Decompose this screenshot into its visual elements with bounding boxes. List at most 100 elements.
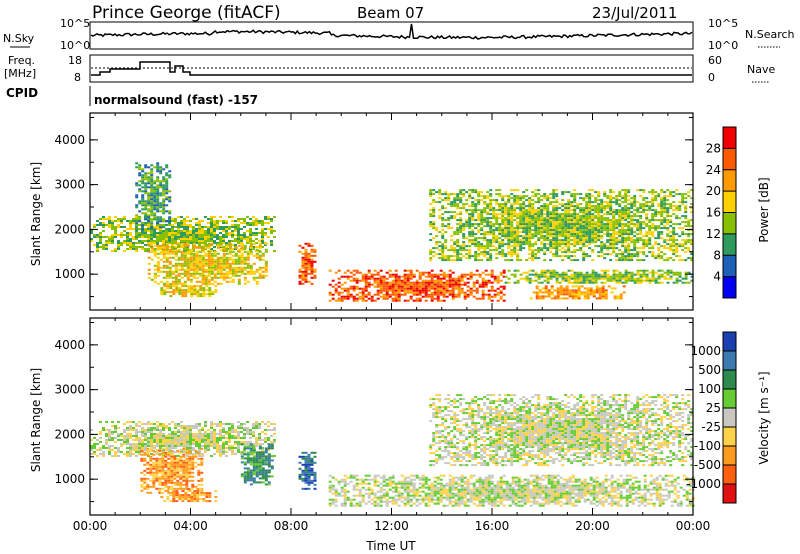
power-cell (574, 291, 578, 294)
power-cell (594, 281, 598, 284)
power-cell (144, 224, 147, 226)
power-cell (150, 180, 154, 183)
power-cell (228, 262, 232, 265)
power-cell (451, 295, 455, 298)
power-cell (168, 196, 172, 199)
power-cell (483, 247, 487, 250)
power-cell (169, 291, 173, 294)
power-cell (147, 228, 150, 230)
power-cell (424, 299, 428, 302)
power-cell (162, 204, 166, 207)
power-cell (481, 277, 485, 280)
power-cell (621, 251, 625, 254)
power-cell (627, 253, 631, 256)
power-cell (144, 188, 148, 191)
power-cell (243, 262, 247, 265)
power-cell (462, 235, 466, 238)
power-cell (561, 251, 565, 254)
power-cell (636, 277, 640, 280)
power-cell (240, 242, 244, 245)
power-cell (427, 289, 431, 292)
power-cell (516, 257, 520, 260)
power-cell (480, 213, 484, 216)
power-cell (550, 297, 554, 300)
power-cell (594, 223, 598, 226)
power-cell (558, 233, 562, 236)
power-cell (603, 245, 607, 248)
power-cell (567, 225, 571, 228)
power-cell (382, 283, 386, 286)
power-cell (153, 230, 156, 232)
power-cell (663, 225, 667, 228)
power-cell (537, 229, 541, 232)
power-cell (243, 272, 247, 275)
velocity-cell (126, 435, 129, 437)
colorbar-swatch (723, 276, 736, 299)
power-cell (660, 227, 664, 230)
power-cell (660, 213, 664, 216)
power-cell (240, 244, 244, 247)
velocity-cell (144, 443, 147, 445)
power-cell (301, 246, 305, 249)
power-cell (144, 244, 147, 246)
power-cell (480, 195, 484, 198)
power-cell (570, 251, 574, 254)
power-cell (298, 276, 302, 279)
power-cell (684, 273, 688, 276)
power-cell (472, 285, 476, 288)
power-cell (264, 270, 268, 273)
power-cell (570, 281, 574, 284)
velocity-cell (144, 439, 147, 441)
power-cell (156, 192, 160, 195)
power-cell (486, 207, 490, 210)
velocity-cell (156, 437, 159, 439)
power-cell (364, 285, 368, 288)
power-cell (543, 225, 547, 228)
power-cell (111, 236, 114, 238)
power-cell (468, 219, 472, 222)
power-cell (543, 237, 547, 240)
power-cell (615, 255, 619, 258)
power-cell (504, 229, 508, 232)
velocity-cell (135, 429, 138, 431)
power-cell (153, 218, 157, 221)
power-cell (603, 269, 607, 272)
power-cell (454, 295, 458, 298)
power-cell (222, 242, 225, 244)
power-cell (534, 193, 538, 196)
power-cell (543, 275, 547, 278)
power-cell (204, 232, 207, 234)
power-cell (495, 219, 499, 222)
power-cell (504, 255, 508, 258)
power-cell (159, 210, 163, 213)
power-cell (156, 282, 160, 285)
power-cell (165, 190, 169, 193)
power-cell (558, 239, 562, 242)
power-cell (546, 249, 550, 252)
power-cell (651, 279, 655, 282)
power-cell (187, 291, 191, 294)
power-cell (531, 243, 535, 246)
power-cell (531, 249, 535, 252)
power-cell (207, 258, 211, 261)
power-cell (234, 268, 238, 271)
power-cell (666, 189, 670, 192)
power-cell (108, 242, 111, 244)
power-cell (684, 251, 688, 254)
power-cell (663, 207, 667, 210)
power-cell (486, 225, 490, 228)
power-cell (412, 275, 416, 278)
velocity-cell (150, 423, 153, 425)
power-cell (180, 220, 183, 222)
power-cell (469, 273, 473, 276)
power-cell (198, 222, 201, 224)
power-cell (126, 232, 129, 234)
power-cell (552, 255, 556, 258)
cpid-text: normalsound (fast) -157 (94, 93, 258, 107)
power-cell (138, 166, 142, 169)
power-cell (409, 281, 413, 284)
power-cell (165, 230, 168, 232)
power-cell (394, 291, 398, 294)
power-cell (498, 229, 502, 232)
power-cell (624, 241, 628, 244)
